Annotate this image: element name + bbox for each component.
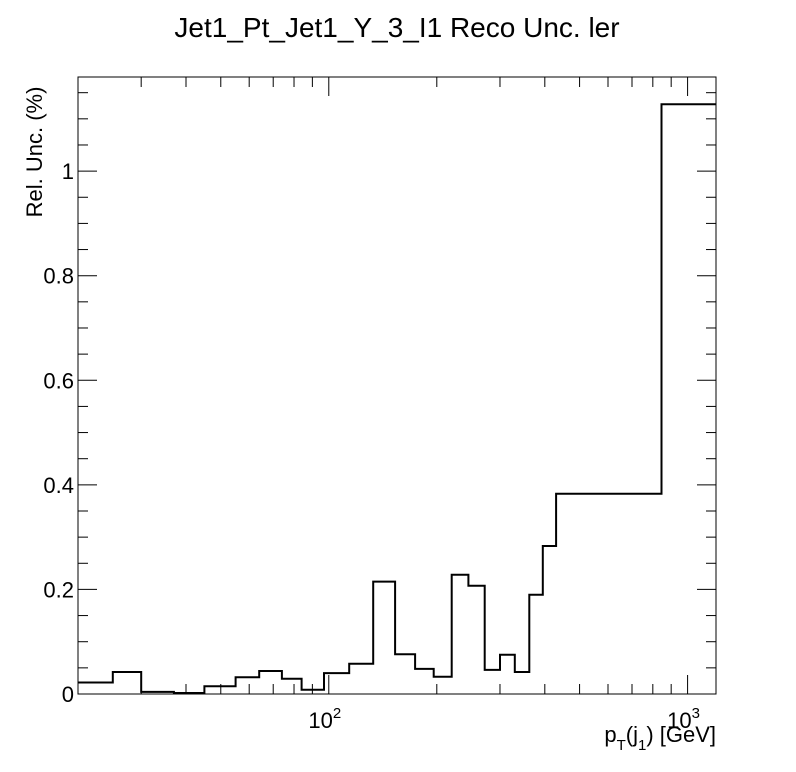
histogram-bin bbox=[662, 104, 716, 694]
x-axis-label-mid: (j bbox=[626, 722, 638, 747]
histogram-bin bbox=[415, 669, 434, 694]
histogram-bin bbox=[543, 546, 556, 694]
y-axis-title: Rel. Unc. (%) bbox=[22, 87, 47, 218]
histogram-bin bbox=[174, 693, 205, 694]
histogram-bin bbox=[113, 672, 141, 694]
histogram-bin bbox=[485, 670, 500, 694]
y-tick-label: 0.2 bbox=[43, 577, 74, 602]
histogram-bin bbox=[434, 677, 452, 694]
x-tick-label-exponent: 3 bbox=[692, 705, 700, 722]
y-tick-label: 0.4 bbox=[43, 473, 74, 498]
histogram-bin bbox=[204, 686, 235, 694]
y-tick-label: 0.8 bbox=[43, 264, 74, 289]
plot-frame bbox=[77, 76, 717, 695]
histogram-bin bbox=[582, 494, 594, 694]
y-tick-label: 0.6 bbox=[43, 368, 74, 393]
histogram-bin bbox=[569, 494, 581, 694]
histogram-bin bbox=[259, 671, 282, 694]
x-tick-label-base: 10 bbox=[667, 708, 691, 733]
ticks bbox=[77, 77, 716, 695]
histogram-bin bbox=[452, 575, 469, 694]
histogram-bin bbox=[500, 655, 515, 694]
y-axis-label: Rel. Unc. (%) bbox=[22, 87, 47, 218]
x-tick-label: 102 bbox=[308, 705, 341, 733]
x-tick-label: 103 bbox=[667, 705, 700, 733]
histogram-bin bbox=[594, 494, 606, 694]
histogram-bin bbox=[282, 679, 302, 694]
histogram bbox=[78, 103, 716, 694]
x-tick-label-exponent: 2 bbox=[333, 705, 341, 722]
x-axis-title: pT(j1) [GeV] bbox=[604, 722, 716, 754]
histogram-bin bbox=[373, 582, 395, 694]
histogram-bin bbox=[618, 494, 662, 694]
histogram-bin bbox=[324, 673, 349, 694]
histogram-bin bbox=[515, 672, 529, 694]
histogram-bin bbox=[606, 494, 618, 694]
histogram-line bbox=[78, 103, 716, 694]
x-tick-label-base: 10 bbox=[308, 708, 332, 733]
x-axis-label-sub1: T bbox=[617, 737, 626, 754]
chart-title: Jet1_Pt_Jet1_Y_3_I1 Reco Unc. ler bbox=[174, 12, 619, 43]
x-axis-label-end: ) [GeV] bbox=[646, 722, 716, 747]
histogram-bin bbox=[236, 677, 260, 694]
x-axis-label-main: p bbox=[604, 722, 616, 747]
histogram-bin bbox=[529, 595, 543, 694]
histogram-bin bbox=[349, 664, 373, 694]
histogram-bin bbox=[395, 654, 415, 694]
y-tick-label: 1 bbox=[62, 159, 74, 184]
histogram-bin bbox=[468, 586, 484, 694]
axes bbox=[77, 76, 717, 695]
histogram-bin bbox=[141, 692, 174, 694]
x-axis-label-sub2: 1 bbox=[638, 737, 646, 754]
histogram-bin bbox=[556, 494, 569, 694]
histogram-bin bbox=[302, 690, 324, 694]
histogram-bin bbox=[78, 682, 113, 694]
y-tick-label: 0 bbox=[62, 682, 74, 707]
